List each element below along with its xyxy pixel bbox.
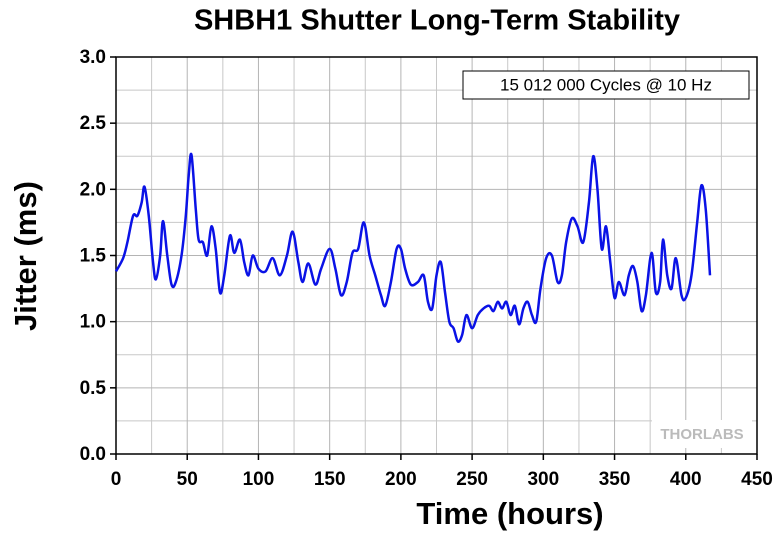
x-tick-label: 150 xyxy=(314,469,346,490)
annotation-box xyxy=(462,70,750,100)
plot-frame xyxy=(115,56,758,455)
y-tick-label: 0.0 xyxy=(80,444,106,465)
x-tick-label: 450 xyxy=(741,469,773,490)
y-tick-label: 0.5 xyxy=(80,378,107,399)
x-tick-label: 250 xyxy=(456,469,488,490)
y-tick-label: 3.0 xyxy=(80,47,106,68)
x-tick-label: 100 xyxy=(243,469,275,490)
x-tick-label: 400 xyxy=(670,469,702,490)
x-tick-label: 50 xyxy=(177,469,198,490)
x-tick-label: 200 xyxy=(385,469,417,490)
y-tick-label: 1.5 xyxy=(80,246,107,267)
y-tick-label: 2.0 xyxy=(80,179,106,200)
annotation: 15 012 000 Cycles @ 10 Hz xyxy=(500,75,712,94)
x-tick-label: 300 xyxy=(527,469,559,490)
watermark: THORLABS xyxy=(660,426,743,443)
y-axis-label: Jitter (ms) xyxy=(8,181,43,331)
x-tick-label: 350 xyxy=(599,469,631,490)
chart-title: SHBH1 Shutter Long-Term Stability xyxy=(194,5,680,37)
watermark-box xyxy=(652,420,752,448)
x-tick-label: 0 xyxy=(111,469,122,490)
y-tick-label: 1.0 xyxy=(80,312,106,333)
y-tick-label: 2.5 xyxy=(80,113,107,134)
data-line xyxy=(114,152,712,343)
x-axis-label: Time (hours) xyxy=(416,496,603,531)
